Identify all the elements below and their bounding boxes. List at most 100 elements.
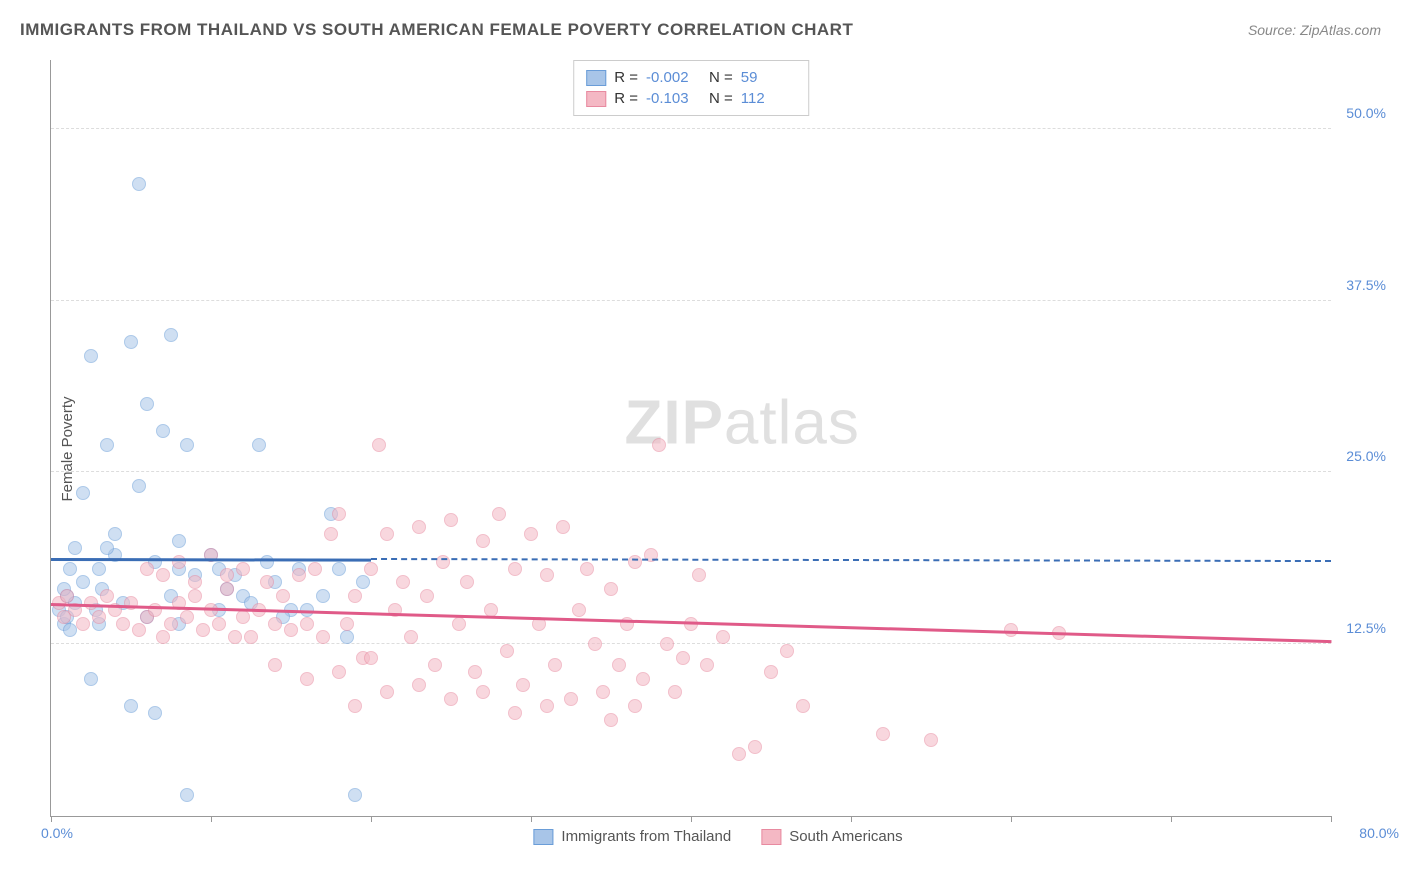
data-point xyxy=(164,617,178,631)
data-point xyxy=(580,562,594,576)
watermark-bold: ZIP xyxy=(624,388,723,457)
x-axis-max-label: 80.0% xyxy=(1359,825,1399,841)
data-point xyxy=(92,562,106,576)
data-point xyxy=(556,520,570,534)
data-point xyxy=(660,637,674,651)
data-point xyxy=(340,617,354,631)
watermark-light: atlas xyxy=(724,388,860,457)
data-point xyxy=(332,665,346,679)
data-point xyxy=(63,623,77,637)
chart-title: IMMIGRANTS FROM THAILAND VS SOUTH AMERIC… xyxy=(20,20,853,40)
data-point xyxy=(100,541,114,555)
data-point xyxy=(364,651,378,665)
data-point xyxy=(652,438,666,452)
data-point xyxy=(300,617,314,631)
data-point xyxy=(508,562,522,576)
data-point xyxy=(348,699,362,713)
legend-item-1: Immigrants from Thailand xyxy=(533,828,731,845)
data-point xyxy=(332,562,346,576)
data-point xyxy=(548,658,562,672)
data-point xyxy=(524,527,538,541)
data-point xyxy=(492,507,506,521)
data-point xyxy=(540,568,554,582)
data-point xyxy=(308,562,322,576)
data-point xyxy=(732,747,746,761)
data-point xyxy=(132,623,146,637)
data-point xyxy=(716,630,730,644)
data-point xyxy=(324,527,338,541)
data-point xyxy=(596,685,610,699)
data-point xyxy=(924,733,938,747)
x-axis-min-label: 0.0% xyxy=(41,825,73,841)
data-point xyxy=(380,527,394,541)
y-tick-label: 37.5% xyxy=(1336,277,1386,293)
n-label: N = xyxy=(709,69,733,86)
data-point xyxy=(84,596,98,610)
x-tick xyxy=(51,816,52,822)
data-point xyxy=(63,562,77,576)
data-point xyxy=(412,520,426,534)
y-tick-label: 50.0% xyxy=(1336,105,1386,121)
data-point xyxy=(604,713,618,727)
data-point xyxy=(460,575,474,589)
data-point xyxy=(212,617,226,631)
data-point xyxy=(188,589,202,603)
n-label: N = xyxy=(709,90,733,107)
data-point xyxy=(628,555,642,569)
chart-container: Female Poverty ZIPatlas R = -0.002 N = 5… xyxy=(50,50,1386,847)
data-point xyxy=(340,630,354,644)
data-point xyxy=(236,562,250,576)
data-point xyxy=(588,637,602,651)
data-point xyxy=(132,177,146,191)
legend-swatch-bottom-1 xyxy=(533,829,553,845)
data-point xyxy=(276,589,290,603)
data-point xyxy=(124,335,138,349)
data-point xyxy=(172,534,186,548)
data-point xyxy=(220,582,234,596)
data-point xyxy=(372,438,386,452)
data-point xyxy=(76,575,90,589)
data-point xyxy=(476,685,490,699)
data-point xyxy=(100,438,114,452)
data-point xyxy=(444,692,458,706)
data-point xyxy=(228,630,242,644)
r-value-2: -0.103 xyxy=(646,90,701,107)
data-point xyxy=(260,555,274,569)
y-tick-label: 25.0% xyxy=(1336,448,1386,464)
y-tick-label: 12.5% xyxy=(1336,620,1386,636)
data-point xyxy=(356,575,370,589)
data-point xyxy=(148,706,162,720)
data-point xyxy=(132,479,146,493)
data-point xyxy=(268,658,282,672)
data-point xyxy=(140,397,154,411)
data-point xyxy=(76,617,90,631)
legend-label-1: Immigrants from Thailand xyxy=(561,828,731,845)
data-point xyxy=(76,486,90,500)
data-point xyxy=(124,699,138,713)
gridline xyxy=(51,128,1331,129)
data-point xyxy=(436,555,450,569)
data-point xyxy=(116,617,130,631)
r-label: R = xyxy=(614,90,638,107)
data-point xyxy=(284,623,298,637)
data-point xyxy=(764,665,778,679)
gridline xyxy=(51,300,1331,301)
data-point xyxy=(700,658,714,672)
data-point xyxy=(220,568,234,582)
legend-row-1: R = -0.002 N = 59 xyxy=(586,67,796,88)
series-legend: Immigrants from Thailand South Americans xyxy=(533,828,902,845)
data-point xyxy=(268,617,282,631)
data-point xyxy=(444,513,458,527)
x-tick xyxy=(371,816,372,822)
gridline xyxy=(51,471,1331,472)
data-point xyxy=(668,685,682,699)
gridline xyxy=(51,643,1331,644)
x-tick xyxy=(1171,816,1172,822)
data-point xyxy=(572,603,586,617)
data-point xyxy=(628,699,642,713)
n-value-2: 112 xyxy=(741,90,796,107)
data-point xyxy=(796,699,810,713)
x-tick xyxy=(691,816,692,822)
data-point xyxy=(404,630,418,644)
data-point xyxy=(300,672,314,686)
